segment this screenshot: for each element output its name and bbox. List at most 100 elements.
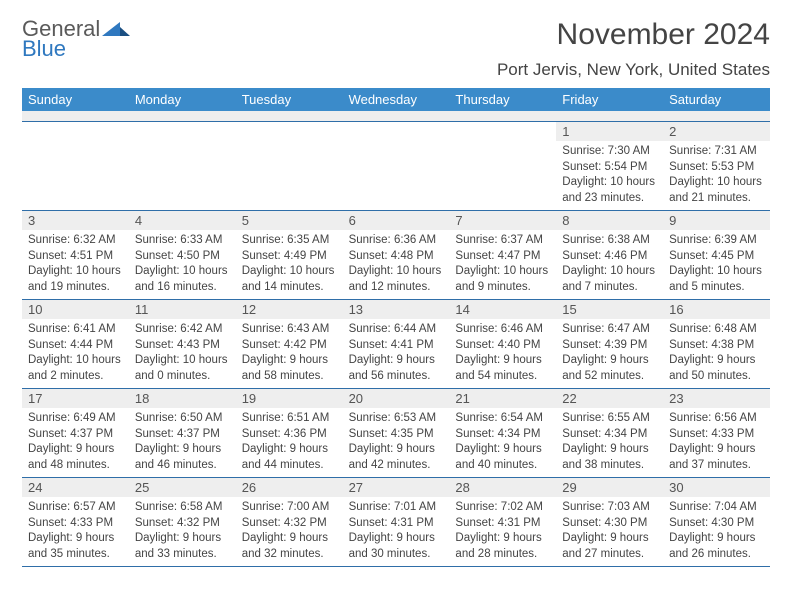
sunrise-text: Sunrise: 6:49 AM	[28, 411, 123, 427]
daylight1-text: Daylight: 10 hours	[242, 264, 337, 280]
sunset-text: Sunset: 4:48 PM	[349, 249, 444, 265]
day-cell: 9Sunrise: 6:39 AMSunset: 4:45 PMDaylight…	[663, 211, 770, 299]
sunset-text: Sunset: 4:44 PM	[28, 338, 123, 354]
day-cell	[22, 122, 129, 210]
day-number: 30	[663, 478, 770, 497]
day-number: 17	[22, 389, 129, 408]
page-header: General Blue November 2024 Port Jervis, …	[22, 18, 770, 86]
brand-logo: General Blue	[22, 18, 130, 60]
day-number: 29	[556, 478, 663, 497]
brand-mark-icon	[102, 18, 130, 38]
daylight1-text: Daylight: 10 hours	[669, 175, 764, 191]
daylight1-text: Daylight: 9 hours	[349, 531, 444, 547]
sunrise-text: Sunrise: 7:00 AM	[242, 500, 337, 516]
day-number: 15	[556, 300, 663, 319]
sunset-text: Sunset: 4:50 PM	[135, 249, 230, 265]
daylight1-text: Daylight: 10 hours	[455, 264, 550, 280]
sunrise-text: Sunrise: 6:38 AM	[562, 233, 657, 249]
daylight2-text: and 44 minutes.	[242, 458, 337, 474]
location-text: Port Jervis, New York, United States	[497, 60, 770, 80]
day-cell: 2Sunrise: 7:31 AMSunset: 5:53 PMDaylight…	[663, 122, 770, 210]
day-number: 18	[129, 389, 236, 408]
day-number: 12	[236, 300, 343, 319]
sunrise-text: Sunrise: 6:54 AM	[455, 411, 550, 427]
daylight2-text: and 30 minutes.	[349, 547, 444, 563]
weekday-header: Friday	[556, 88, 663, 111]
daylight2-text: and 42 minutes.	[349, 458, 444, 474]
daylight1-text: Daylight: 9 hours	[349, 442, 444, 458]
sunset-text: Sunset: 4:33 PM	[28, 516, 123, 532]
day-info: Sunrise: 6:46 AMSunset: 4:40 PMDaylight:…	[449, 319, 556, 388]
day-cell: 23Sunrise: 6:56 AMSunset: 4:33 PMDayligh…	[663, 389, 770, 477]
daylight2-text: and 7 minutes.	[562, 280, 657, 296]
daylight2-text: and 14 minutes.	[242, 280, 337, 296]
day-cell: 7Sunrise: 6:37 AMSunset: 4:47 PMDaylight…	[449, 211, 556, 299]
sunrise-text: Sunrise: 6:46 AM	[455, 322, 550, 338]
sunset-text: Sunset: 4:30 PM	[669, 516, 764, 532]
day-number: 6	[343, 211, 450, 230]
day-cell: 20Sunrise: 6:53 AMSunset: 4:35 PMDayligh…	[343, 389, 450, 477]
week-row: 1Sunrise: 7:30 AMSunset: 5:54 PMDaylight…	[22, 122, 770, 211]
sunrise-text: Sunrise: 6:43 AM	[242, 322, 337, 338]
week-row: 10Sunrise: 6:41 AMSunset: 4:44 PMDayligh…	[22, 300, 770, 389]
daylight1-text: Daylight: 10 hours	[135, 353, 230, 369]
week-row: 24Sunrise: 6:57 AMSunset: 4:33 PMDayligh…	[22, 478, 770, 567]
day-cell: 26Sunrise: 7:00 AMSunset: 4:32 PMDayligh…	[236, 478, 343, 566]
header-spacer	[22, 111, 770, 122]
daylight2-text: and 33 minutes.	[135, 547, 230, 563]
daylight1-text: Daylight: 9 hours	[455, 353, 550, 369]
daylight1-text: Daylight: 10 hours	[28, 353, 123, 369]
daylight2-text: and 12 minutes.	[349, 280, 444, 296]
daylight1-text: Daylight: 9 hours	[669, 442, 764, 458]
day-cell: 22Sunrise: 6:55 AMSunset: 4:34 PMDayligh…	[556, 389, 663, 477]
day-info: Sunrise: 6:36 AMSunset: 4:48 PMDaylight:…	[343, 230, 450, 299]
daylight2-text: and 23 minutes.	[562, 191, 657, 207]
sunrise-text: Sunrise: 6:51 AM	[242, 411, 337, 427]
day-number: 25	[129, 478, 236, 497]
day-number: 24	[22, 478, 129, 497]
daylight1-text: Daylight: 9 hours	[242, 442, 337, 458]
sunset-text: Sunset: 4:32 PM	[135, 516, 230, 532]
sunrise-text: Sunrise: 6:36 AM	[349, 233, 444, 249]
daylight1-text: Daylight: 9 hours	[562, 442, 657, 458]
sunset-text: Sunset: 4:46 PM	[562, 249, 657, 265]
week-row: 3Sunrise: 6:32 AMSunset: 4:51 PMDaylight…	[22, 211, 770, 300]
day-info: Sunrise: 6:49 AMSunset: 4:37 PMDaylight:…	[22, 408, 129, 477]
daylight1-text: Daylight: 9 hours	[455, 531, 550, 547]
sunset-text: Sunset: 4:37 PM	[28, 427, 123, 443]
day-cell: 16Sunrise: 6:48 AMSunset: 4:38 PMDayligh…	[663, 300, 770, 388]
day-cell: 11Sunrise: 6:42 AMSunset: 4:43 PMDayligh…	[129, 300, 236, 388]
day-info: Sunrise: 6:39 AMSunset: 4:45 PMDaylight:…	[663, 230, 770, 299]
day-info: Sunrise: 7:02 AMSunset: 4:31 PMDaylight:…	[449, 497, 556, 566]
sunset-text: Sunset: 4:45 PM	[669, 249, 764, 265]
day-cell	[343, 122, 450, 210]
sunrise-text: Sunrise: 6:32 AM	[28, 233, 123, 249]
daylight1-text: Daylight: 10 hours	[562, 264, 657, 280]
daylight2-text: and 2 minutes.	[28, 369, 123, 385]
day-info: Sunrise: 6:53 AMSunset: 4:35 PMDaylight:…	[343, 408, 450, 477]
sunset-text: Sunset: 4:49 PM	[242, 249, 337, 265]
day-info: Sunrise: 6:57 AMSunset: 4:33 PMDaylight:…	[22, 497, 129, 566]
sunrise-text: Sunrise: 6:47 AM	[562, 322, 657, 338]
day-number: 22	[556, 389, 663, 408]
day-cell: 15Sunrise: 6:47 AMSunset: 4:39 PMDayligh…	[556, 300, 663, 388]
sunset-text: Sunset: 4:32 PM	[242, 516, 337, 532]
day-number: 10	[22, 300, 129, 319]
sunrise-text: Sunrise: 7:04 AM	[669, 500, 764, 516]
calendar: SundayMondayTuesdayWednesdayThursdayFrid…	[22, 88, 770, 567]
day-number: 20	[343, 389, 450, 408]
weekday-header: Tuesday	[236, 88, 343, 111]
day-info: Sunrise: 6:51 AMSunset: 4:36 PMDaylight:…	[236, 408, 343, 477]
sunset-text: Sunset: 4:42 PM	[242, 338, 337, 354]
sunset-text: Sunset: 4:43 PM	[135, 338, 230, 354]
sunrise-text: Sunrise: 6:48 AM	[669, 322, 764, 338]
sunset-text: Sunset: 5:53 PM	[669, 160, 764, 176]
day-number: 7	[449, 211, 556, 230]
day-number: 23	[663, 389, 770, 408]
day-info: Sunrise: 7:01 AMSunset: 4:31 PMDaylight:…	[343, 497, 450, 566]
daylight2-text: and 58 minutes.	[242, 369, 337, 385]
sunrise-text: Sunrise: 6:33 AM	[135, 233, 230, 249]
day-number: 13	[343, 300, 450, 319]
daylight2-text: and 54 minutes.	[455, 369, 550, 385]
day-cell	[449, 122, 556, 210]
